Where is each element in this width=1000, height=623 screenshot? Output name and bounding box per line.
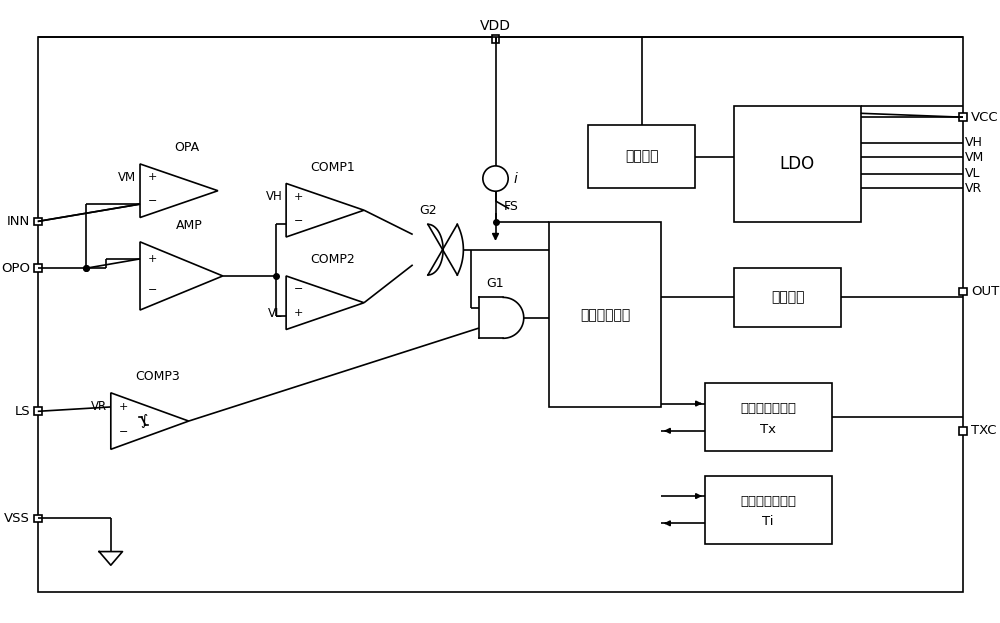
Text: VSS: VSS bbox=[4, 512, 30, 525]
Text: +: + bbox=[119, 402, 128, 412]
Text: LS: LS bbox=[14, 405, 30, 418]
Text: COMP2: COMP2 bbox=[310, 253, 355, 266]
Text: VR: VR bbox=[91, 401, 107, 414]
Text: VM: VM bbox=[965, 151, 984, 164]
Text: OUT: OUT bbox=[971, 285, 999, 298]
Text: −: − bbox=[119, 427, 128, 437]
Text: i: i bbox=[513, 171, 517, 186]
Text: Tx: Tx bbox=[760, 423, 776, 436]
Text: 带隙基准: 带隙基准 bbox=[625, 150, 658, 164]
Text: VM: VM bbox=[118, 171, 136, 184]
Text: FS: FS bbox=[503, 201, 518, 213]
Bar bbox=[34, 217, 42, 226]
Bar bbox=[588, 125, 695, 188]
Text: VL: VL bbox=[268, 307, 282, 320]
Text: 延迟时间定时器: 延迟时间定时器 bbox=[740, 402, 796, 416]
Bar bbox=[959, 113, 967, 121]
Text: LDO: LDO bbox=[780, 155, 815, 173]
Bar bbox=[705, 383, 832, 451]
Text: −: − bbox=[148, 285, 157, 295]
Text: +: + bbox=[148, 173, 157, 183]
Text: VH: VH bbox=[965, 136, 983, 149]
Text: Ti: Ti bbox=[762, 515, 774, 528]
Text: COMP1: COMP1 bbox=[310, 161, 355, 174]
Text: TXC: TXC bbox=[971, 424, 996, 437]
Text: 状态控制逻辑: 状态控制逻辑 bbox=[580, 308, 630, 322]
Bar bbox=[492, 36, 499, 43]
Bar bbox=[734, 105, 861, 222]
Bar bbox=[959, 288, 967, 295]
Text: +: + bbox=[148, 254, 157, 264]
Bar bbox=[959, 427, 967, 435]
Text: VH: VH bbox=[265, 190, 282, 203]
Text: VR: VR bbox=[965, 182, 982, 195]
Text: −: − bbox=[294, 284, 303, 294]
Bar bbox=[34, 515, 42, 522]
Text: AMP: AMP bbox=[176, 219, 203, 232]
Text: VL: VL bbox=[965, 167, 980, 180]
Text: ∫: ∫ bbox=[140, 414, 147, 428]
Text: G2: G2 bbox=[419, 204, 437, 217]
Text: G1: G1 bbox=[486, 277, 503, 290]
Text: +: + bbox=[294, 308, 303, 318]
Text: INN: INN bbox=[7, 215, 30, 228]
Text: −: − bbox=[294, 216, 303, 226]
Text: OPA: OPA bbox=[174, 141, 199, 155]
Bar bbox=[34, 264, 42, 272]
Text: COMP3: COMP3 bbox=[135, 370, 180, 383]
Bar bbox=[549, 222, 661, 407]
Text: +: + bbox=[294, 192, 303, 202]
Text: VCC: VCC bbox=[971, 111, 998, 124]
Bar bbox=[34, 407, 42, 415]
Text: OPO: OPO bbox=[1, 262, 30, 275]
Text: 驱动电路: 驱动电路 bbox=[771, 290, 804, 305]
Text: 封锁时间定时器: 封锁时间定时器 bbox=[740, 495, 796, 508]
Bar bbox=[705, 475, 832, 544]
Bar bbox=[734, 268, 841, 326]
Text: VDD: VDD bbox=[480, 19, 511, 32]
Text: −: − bbox=[148, 196, 157, 206]
